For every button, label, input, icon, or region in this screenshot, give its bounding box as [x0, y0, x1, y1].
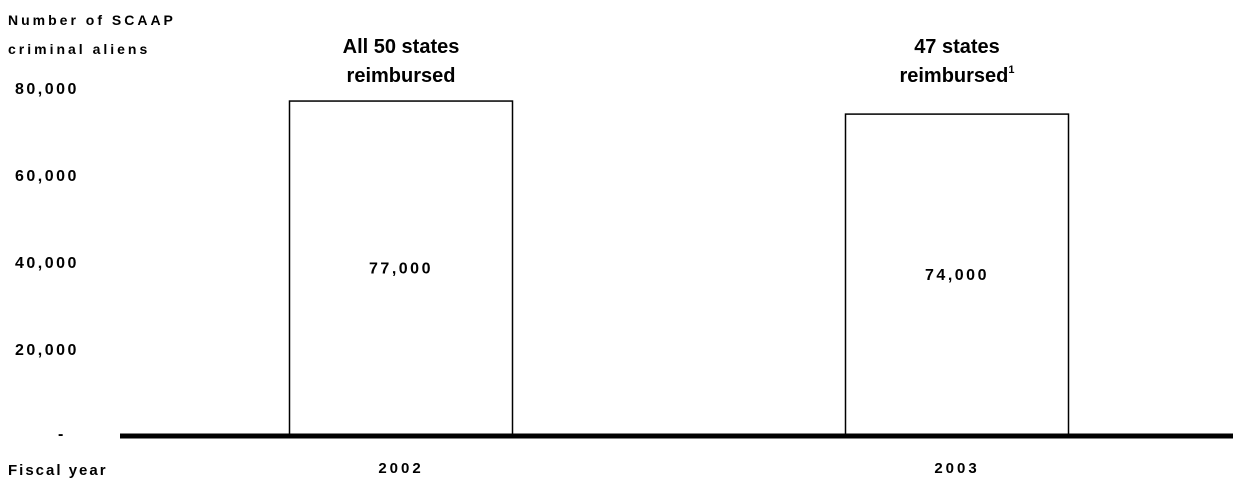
x-tick-label: 2002	[378, 460, 423, 477]
bar-data-label: 77,000	[369, 261, 433, 278]
y-tick-label: 20,000	[15, 342, 79, 359]
bar-annotation-line: 47 states	[914, 36, 1000, 58]
bar-annotation-line: All 50 states	[343, 36, 460, 58]
bar-data-label: 74,000	[925, 267, 989, 284]
bar-annotation-line: reimbursed1	[899, 64, 1014, 87]
y-tick-label: -	[58, 426, 66, 443]
x-tick-label: 2003	[934, 460, 979, 477]
y-tick-label: 60,000	[15, 168, 79, 185]
bar-annotation-line: reimbursed	[347, 65, 456, 87]
y-axis-title-line-1: Number of SCAAP	[8, 12, 176, 28]
category-labels: 2002 2003	[378, 460, 979, 477]
footnote-marker: 1	[1008, 64, 1014, 76]
y-axis-title-line-2: criminal aliens	[8, 41, 150, 57]
y-axis-ticks: - 20,000 40,000 60,000 80,000	[15, 81, 79, 443]
y-tick-label: 80,000	[15, 81, 79, 98]
y-tick-label: 40,000	[15, 255, 79, 272]
x-axis-title: Fiscal year	[8, 462, 108, 479]
bar-annotations: All 50 states reimbursed 47 states reimburs…	[343, 36, 1015, 87]
bars: 77,000 74,000	[290, 101, 1069, 436]
